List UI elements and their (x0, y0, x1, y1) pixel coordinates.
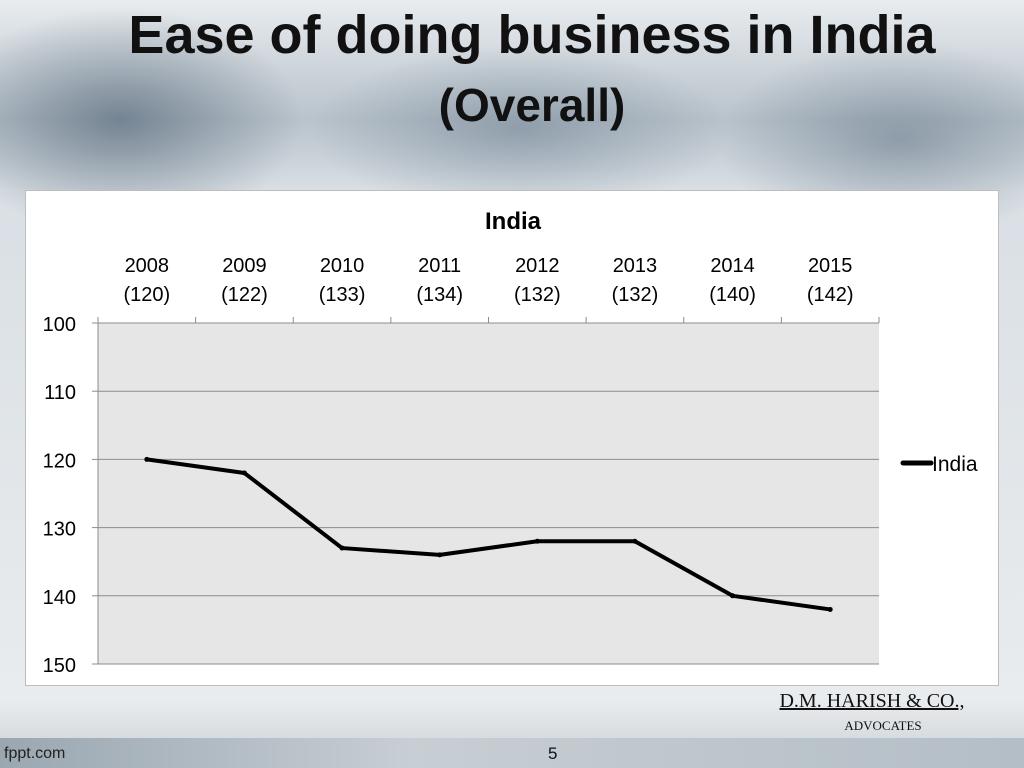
data-point (437, 552, 443, 558)
chart-title: India (485, 208, 542, 235)
page-number: 5 (548, 744, 558, 763)
data-point (534, 538, 540, 544)
plot-area (98, 323, 879, 664)
slide-subtitle: (Overall) (438, 79, 626, 131)
x-tick-label: 2009 (222, 255, 267, 277)
data-point (241, 470, 247, 476)
slide-title: Ease of doing business in India (128, 5, 936, 65)
y-tick-label: 110 (44, 382, 76, 404)
x-tick-sublabel: (142) (807, 284, 854, 306)
y-tick-label: 130 (43, 519, 76, 541)
x-tick-sublabel: (140) (709, 284, 756, 306)
data-point (632, 538, 638, 544)
x-tick-label: 2014 (710, 255, 755, 277)
x-tick-sublabel: (120) (123, 284, 170, 306)
x-tick-label: 2013 (613, 255, 658, 277)
data-point (339, 545, 345, 551)
x-tick-label: 2011 (418, 255, 461, 277)
x-tick-label: 2015 (808, 255, 853, 277)
y-tick-label: 100 (43, 314, 76, 336)
x-tick-label: 2008 (125, 255, 170, 277)
data-point (144, 456, 150, 462)
x-tick-label: 2010 (320, 255, 365, 277)
data-point (730, 593, 736, 599)
footer-brand: fppt.com (4, 745, 66, 762)
series-line-india (144, 457, 833, 612)
data-point (827, 606, 833, 612)
chart-container: 100 110 120 130 140 150 2008 (120) 2009 (122) 2010… (25, 190, 999, 686)
y-tick-label: 140 (43, 587, 76, 609)
firm-subtitle: ADVOCATES (844, 718, 922, 733)
x-tick-sublabel: (132) (612, 284, 659, 306)
y-tick-label: 120 (43, 450, 76, 472)
x-tick-sublabel: (132) (514, 284, 561, 306)
x-tick-sublabel: (134) (416, 284, 463, 306)
x-tick-sublabel: (122) (221, 284, 268, 306)
line-chart: 100 110 120 130 140 150 2008 (120) 2009 (122) 2010… (43, 208, 978, 677)
firm-name: D.M. HARISH & CO., (779, 690, 965, 712)
x-tick-label: 2012 (515, 255, 560, 277)
y-tick-label: 150 (43, 655, 76, 677)
legend-label: India (932, 453, 978, 476)
x-tick-sublabel: (133) (319, 284, 366, 306)
footer-bar (0, 738, 1024, 768)
